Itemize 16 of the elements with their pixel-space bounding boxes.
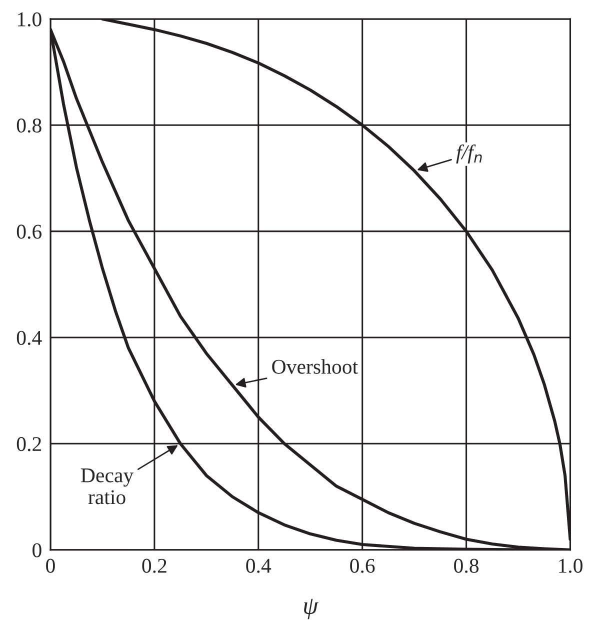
y-tick-label: 0.8 — [16, 118, 42, 133]
x-tick-label: 0.2 — [142, 558, 166, 573]
x-tick-label: 0.6 — [350, 558, 375, 573]
x-tick-label: 0.4 — [246, 558, 272, 573]
x-axis-title: ψ — [304, 598, 318, 620]
annotation: f/f$_{n}$ — [456, 144, 482, 164]
x-tick-label: 1.0 — [559, 558, 582, 573]
y-tick-label: 0 — [32, 543, 42, 558]
x-tick-label: 0.8 — [454, 558, 479, 573]
annotation: Overshoot — [272, 359, 358, 374]
y-tick-label: 0.2 — [16, 437, 42, 452]
y-tick-label: 1.0 — [18, 12, 42, 26]
x-tick-label: 0 — [46, 558, 55, 573]
annotation: Decay ratio — [81, 468, 134, 504]
y-tick-label: 0.6 — [16, 224, 42, 239]
y-tick-label: 0.4 — [16, 330, 42, 346]
